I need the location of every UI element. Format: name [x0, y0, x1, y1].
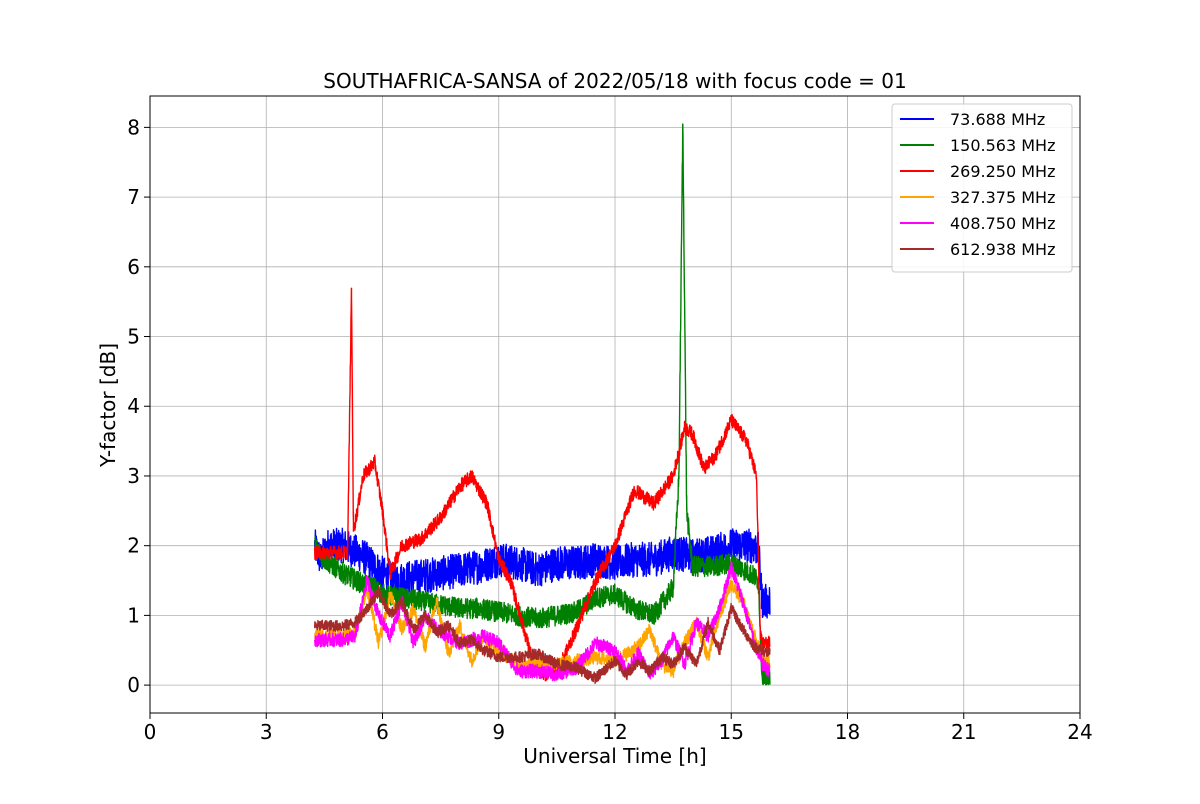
- x-tick-label: 3: [260, 720, 273, 744]
- chart-title: SOUTHAFRICA-SANSA of 2022/05/18 with foc…: [323, 69, 907, 93]
- y-tick-label: 2: [127, 534, 140, 558]
- legend-label: 150.563 MHz: [950, 136, 1055, 155]
- y-tick-label: 0: [127, 673, 140, 697]
- y-tick-label: 6: [127, 255, 140, 279]
- legend-label: 269.250 MHz: [950, 162, 1055, 181]
- series-line-5: [313, 585, 771, 685]
- x-tick-label: 0: [144, 720, 157, 744]
- x-tick-label: 9: [492, 720, 505, 744]
- x-tick-label: 18: [835, 720, 860, 744]
- x-tick-label: 6: [376, 720, 389, 744]
- x-tick-label: 15: [719, 720, 744, 744]
- legend-label: 73.688 MHz: [950, 110, 1045, 129]
- legend-box: [891, 103, 1073, 273]
- legend-label: 408.750 MHz: [950, 214, 1055, 233]
- x-tick-label: 24: [1067, 720, 1092, 744]
- x-axis-label: Universal Time [h]: [523, 744, 706, 768]
- x-tick-label: 12: [602, 720, 627, 744]
- y-tick-label: 8: [127, 115, 140, 139]
- y-tick-label: 7: [127, 185, 140, 209]
- legend-label: 327.375 MHz: [950, 188, 1055, 207]
- series-layer: [313, 123, 771, 686]
- x-tick-label: 21: [951, 720, 976, 744]
- y-axis-label: Y-factor [dB]: [96, 343, 120, 468]
- y-tick-label: 1: [127, 603, 140, 627]
- y-tick-label: 4: [127, 394, 140, 418]
- y-tick-label: 5: [127, 325, 140, 349]
- legend: 73.688 MHz 150.563 MHz 269.250 MHz 327.375 …: [891, 103, 1073, 273]
- y-tick-label: 3: [127, 464, 140, 488]
- legend-label: 612.938 MHz: [950, 240, 1055, 259]
